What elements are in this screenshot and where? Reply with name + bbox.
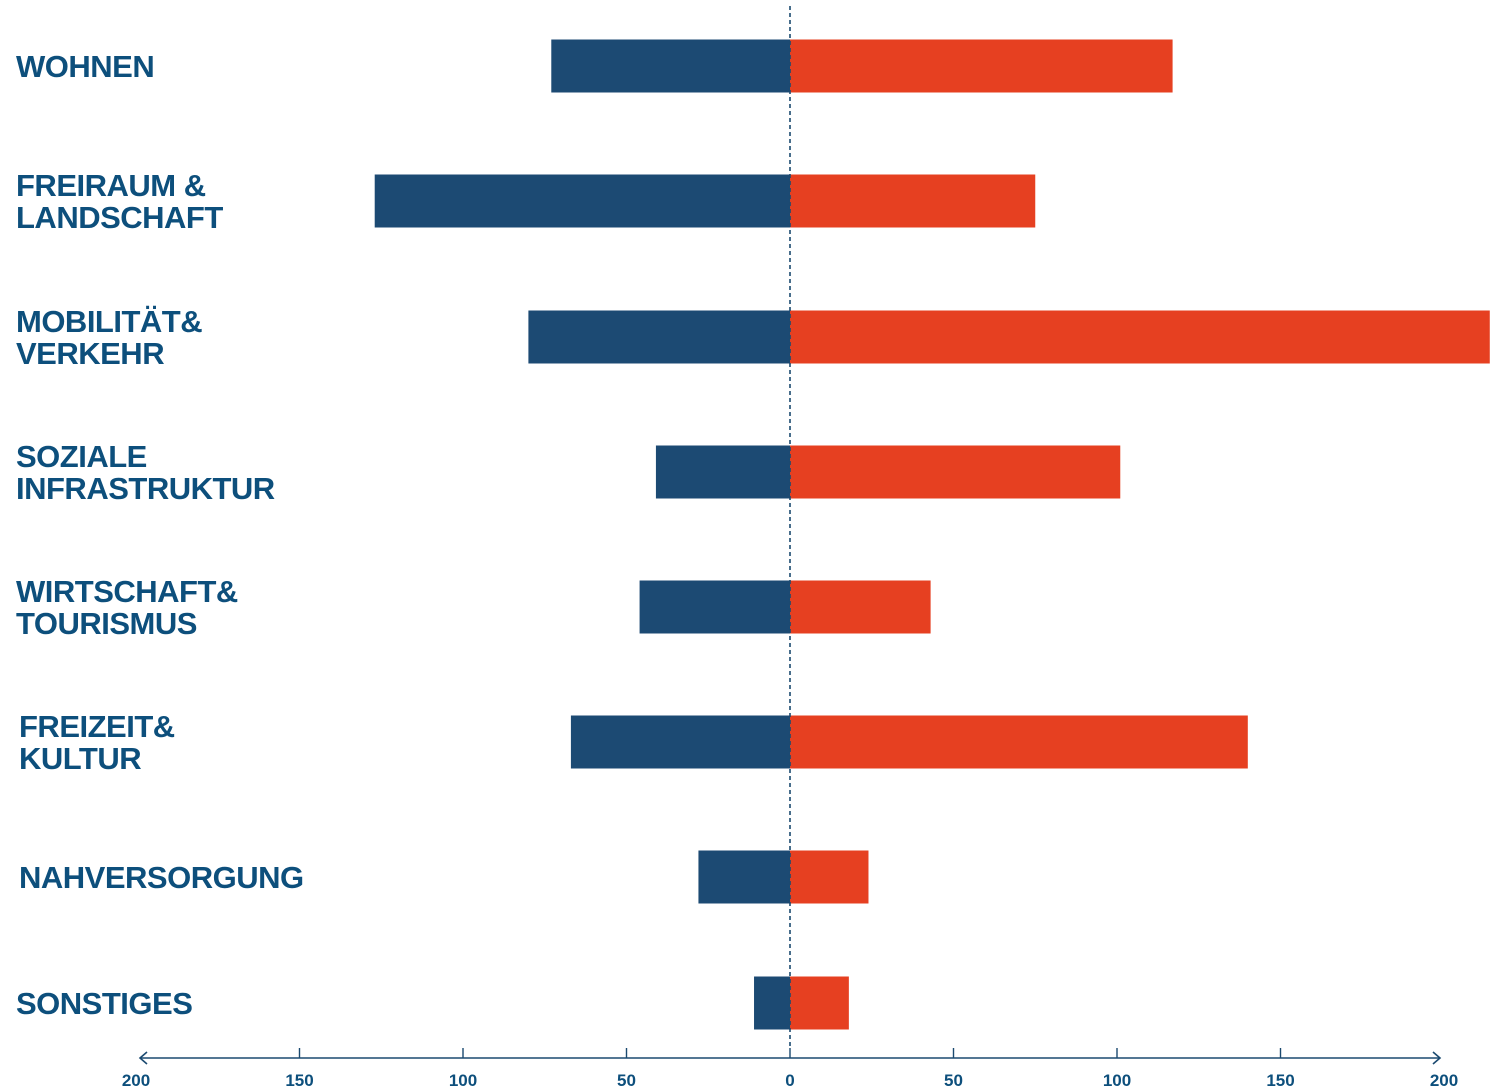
- bar-left: [551, 39, 790, 93]
- category-label: KULTUR: [19, 741, 141, 776]
- category-label: INFRASTRUKTUR: [16, 471, 275, 506]
- x-tick-label: 200: [122, 1071, 150, 1090]
- bar-right: [790, 39, 1173, 93]
- bar-left: [374, 174, 790, 228]
- x-tick-label: 200: [1430, 1071, 1458, 1090]
- category-label: SONSTIGES: [16, 986, 192, 1021]
- x-tick-label: 100: [1103, 1071, 1131, 1090]
- category-label: NAHVERSORGUNG: [19, 860, 304, 895]
- category-label: MOBILITÄT&: [16, 304, 202, 339]
- x-tick-label: 50: [617, 1071, 636, 1090]
- bar-right: [790, 445, 1121, 499]
- x-axis-arrow-right: [1432, 1051, 1442, 1065]
- category-label: FREIZEIT&: [19, 709, 175, 744]
- bar-left: [754, 976, 790, 1030]
- bar-right: [790, 850, 869, 904]
- bar-left: [655, 445, 790, 499]
- bar-right: [790, 174, 1036, 228]
- bar-right: [790, 976, 849, 1030]
- x-tick-label: 100: [449, 1071, 477, 1090]
- category-label: WOHNEN: [16, 49, 154, 84]
- bar-right: [790, 715, 1248, 769]
- x-axis-arrow-left: [138, 1051, 148, 1065]
- bar-left: [528, 310, 790, 364]
- bar-left: [639, 580, 790, 634]
- category-label: LANDSCHAFT: [16, 200, 223, 235]
- bar-right: [790, 580, 931, 634]
- category-label: SOZIALE: [16, 439, 147, 474]
- x-tick-label: 0: [785, 1071, 794, 1090]
- x-tick-label: 150: [1266, 1071, 1294, 1090]
- bar-left: [570, 715, 790, 769]
- bar-left: [698, 850, 790, 904]
- category-label: WIRTSCHAFT&: [16, 574, 238, 609]
- x-tick-label: 150: [285, 1071, 313, 1090]
- category-label: FREIRAUM &: [16, 168, 206, 203]
- category-label: TOURISMUS: [16, 606, 197, 641]
- bar-right: [790, 310, 1490, 364]
- x-tick-label: 50: [944, 1071, 963, 1090]
- category-label: VERKEHR: [16, 336, 164, 371]
